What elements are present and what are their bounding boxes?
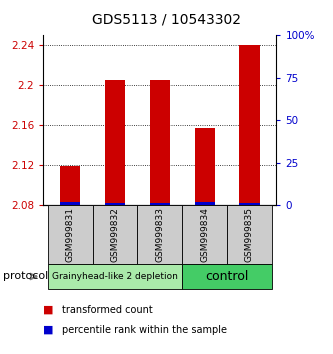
Text: GSM999835: GSM999835 [245,207,254,262]
Text: Grainyhead-like 2 depletion: Grainyhead-like 2 depletion [52,272,178,281]
Bar [227,205,272,264]
Text: control: control [205,270,249,283]
Bar [48,205,93,264]
Bar [48,264,182,289]
Bar [182,205,227,264]
Bar [105,203,125,205]
Text: GSM999834: GSM999834 [200,207,209,262]
Bar [150,203,170,205]
Text: percentile rank within the sample: percentile rank within the sample [62,325,226,335]
Bar [239,203,260,205]
Bar [93,205,138,264]
Text: ■: ■ [43,325,54,335]
Text: GDS5113 / 10543302: GDS5113 / 10543302 [92,12,241,27]
Bar [105,80,125,205]
Text: ■: ■ [43,305,54,315]
Text: transformed count: transformed count [62,305,153,315]
Bar [60,166,80,205]
Bar [194,129,215,205]
Text: GSM999831: GSM999831 [66,207,75,262]
Text: GSM999832: GSM999832 [111,207,120,262]
Text: GSM999833: GSM999833 [155,207,165,262]
Bar [60,202,80,205]
Text: protocol: protocol [3,272,49,281]
Bar [194,202,215,205]
Bar [150,80,170,205]
Bar [182,264,272,289]
Bar [138,205,182,264]
Bar [239,45,260,205]
